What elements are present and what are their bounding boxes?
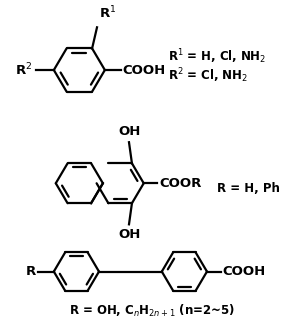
Text: OH: OH — [119, 228, 141, 241]
Text: R$^1$ = H, Cl, NH$_2$: R$^1$ = H, Cl, NH$_2$ — [168, 47, 266, 66]
Text: R = OH, C$_n$H$_{2n+1}$ (n=2~5): R = OH, C$_n$H$_{2n+1}$ (n=2~5) — [69, 303, 235, 319]
Text: R$^1$: R$^1$ — [99, 5, 116, 21]
Text: COOH: COOH — [223, 265, 266, 278]
Text: R$^2$ = Cl, NH$_2$: R$^2$ = Cl, NH$_2$ — [168, 66, 248, 85]
Text: COOR: COOR — [159, 177, 202, 190]
Text: R$^2$: R$^2$ — [15, 62, 32, 78]
Text: OH: OH — [119, 125, 141, 138]
Text: R = H, Ph: R = H, Ph — [217, 182, 280, 195]
Text: COOH: COOH — [122, 64, 166, 77]
Text: R: R — [26, 265, 36, 278]
